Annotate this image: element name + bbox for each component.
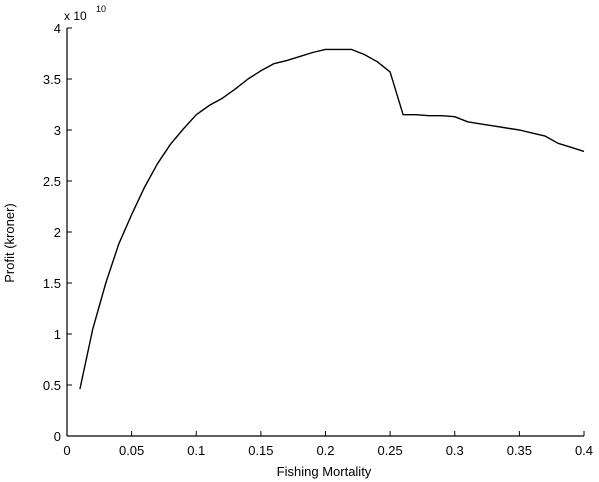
x-axis-label: Fishing Mortality xyxy=(277,464,372,479)
axes xyxy=(66,28,584,437)
x-tick-label: 0.4 xyxy=(575,443,593,458)
y-axis-ticks: 0 0.5 1 1.5 2 2.5 3 3.5 4 xyxy=(43,21,72,444)
y-tick-label: 3 xyxy=(54,123,61,138)
y-tick-label: 1 xyxy=(54,327,61,342)
x-axis-ticks: 0 0.05 0.1 0.15 0.2 0.25 0.3 0.35 0.4 xyxy=(63,431,593,458)
y-multiplier-exponent: 10 xyxy=(96,4,106,14)
y-tick-label: 2.5 xyxy=(43,174,61,189)
y-axis-label: Profit (kroner) xyxy=(2,203,17,282)
profit-series-line xyxy=(79,48,585,390)
y-tick-label: 0 xyxy=(54,429,61,444)
x-tick-label: 0.35 xyxy=(507,443,532,458)
x-tick-label: 0.3 xyxy=(446,443,464,458)
x-tick-label: 0.05 xyxy=(119,443,144,458)
x-tick-label: 0 xyxy=(63,443,70,458)
x-tick-label: 0.1 xyxy=(187,443,205,458)
series-group xyxy=(79,48,585,390)
y-tick-label: 0.5 xyxy=(43,378,61,393)
y-multiplier-base: x 10 xyxy=(64,9,87,23)
x-tick-label: 0.15 xyxy=(248,443,273,458)
x-tick-label: 0.2 xyxy=(316,443,334,458)
y-tick-label: 2 xyxy=(54,225,61,240)
y-tick-label: 1.5 xyxy=(43,276,61,291)
x-tick-label: 0.25 xyxy=(377,443,402,458)
y-tick-label: 4 xyxy=(54,21,61,36)
y-tick-label: 3.5 xyxy=(43,72,61,87)
